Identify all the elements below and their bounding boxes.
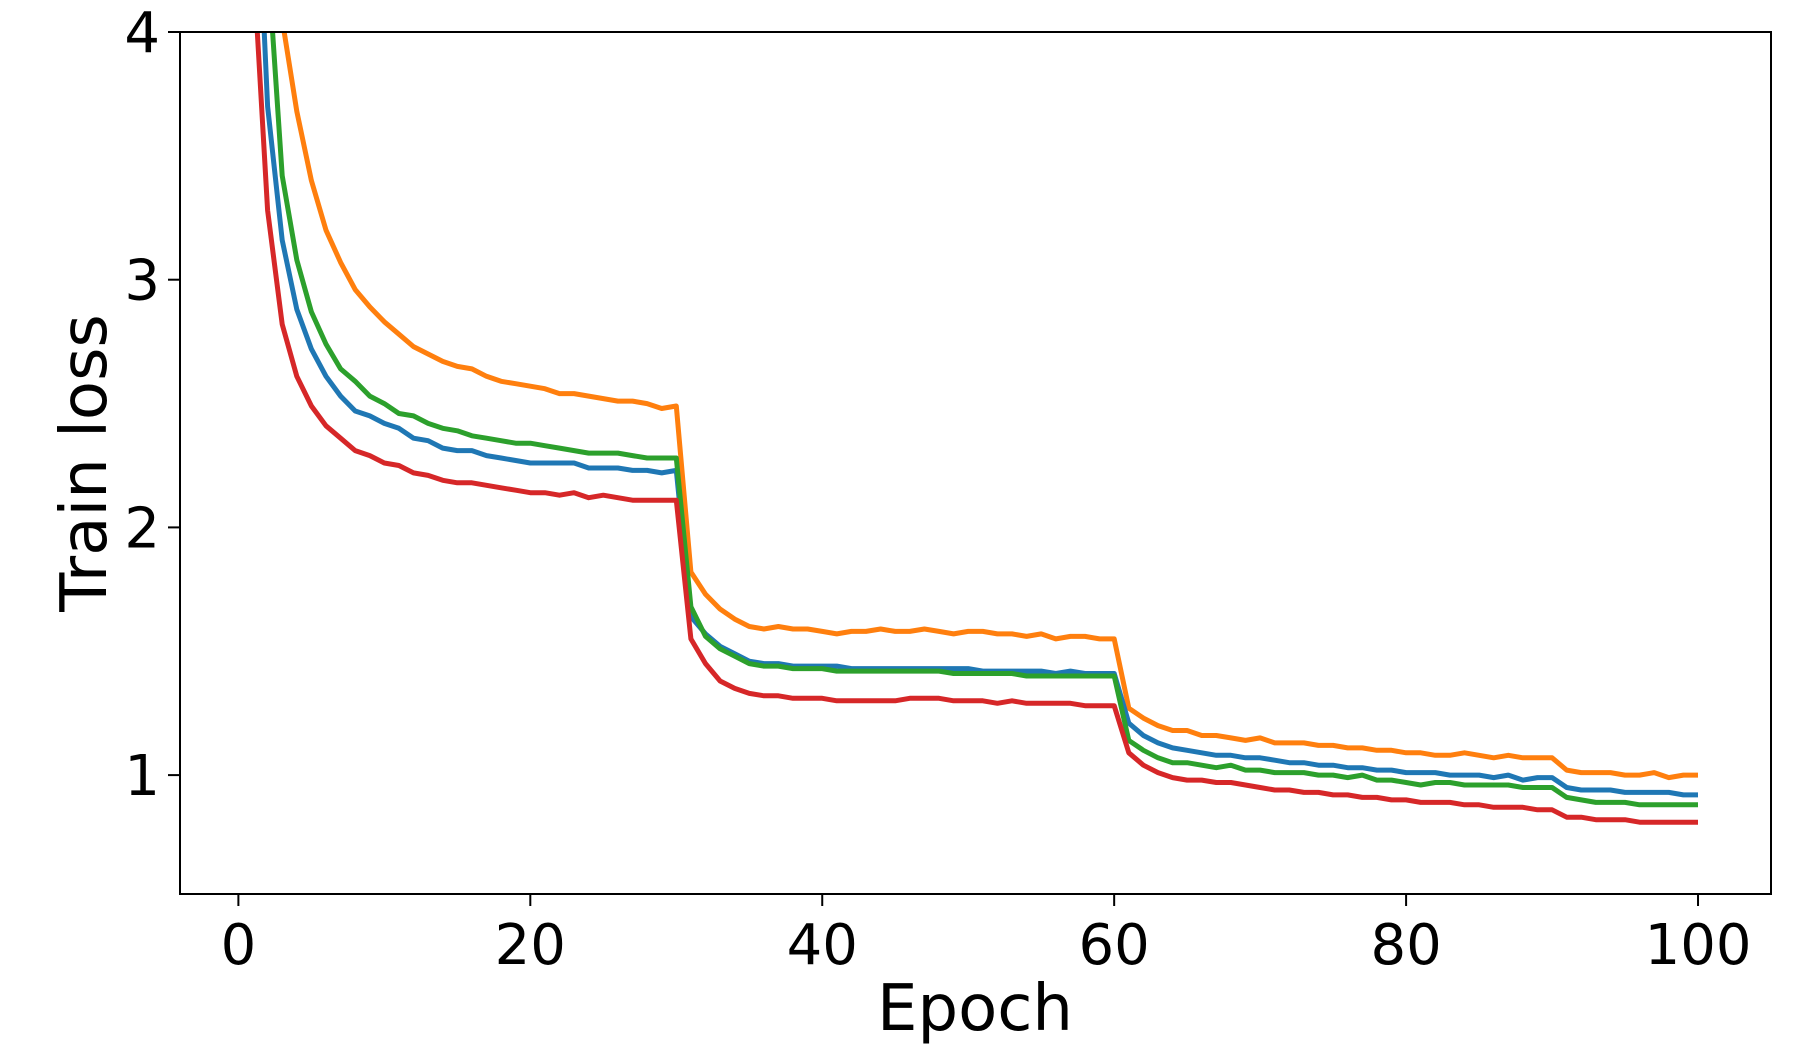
y-tick-label: 2 — [124, 496, 160, 561]
series-line-2 — [261, 32, 1698, 798]
plot-frame — [179, 31, 1772, 895]
x-axis-label: Epoch — [877, 972, 1073, 1046]
x-tick-label: 60 — [1079, 913, 1150, 978]
series-layer — [254, 32, 1698, 825]
y-tick-label: 3 — [124, 249, 160, 314]
x-axis: 0 20 40 60 80 100 — [221, 894, 1752, 978]
x-tick-label: 40 — [787, 913, 858, 978]
series-line-3 — [270, 32, 1698, 808]
x-tick-label: 80 — [1370, 913, 1441, 978]
y-axis-label: Train loss — [48, 314, 122, 613]
y-tick-label: 4 — [124, 1, 160, 66]
series-line-4 — [254, 32, 1698, 825]
x-tick-label: 20 — [495, 913, 566, 978]
x-tick-label: 0 — [221, 913, 257, 978]
y-axis: 1 2 3 4 — [124, 1, 180, 809]
series-line-1 — [281, 32, 1698, 781]
x-tick-label: 100 — [1645, 913, 1752, 978]
y-tick-label: 1 — [124, 744, 160, 809]
